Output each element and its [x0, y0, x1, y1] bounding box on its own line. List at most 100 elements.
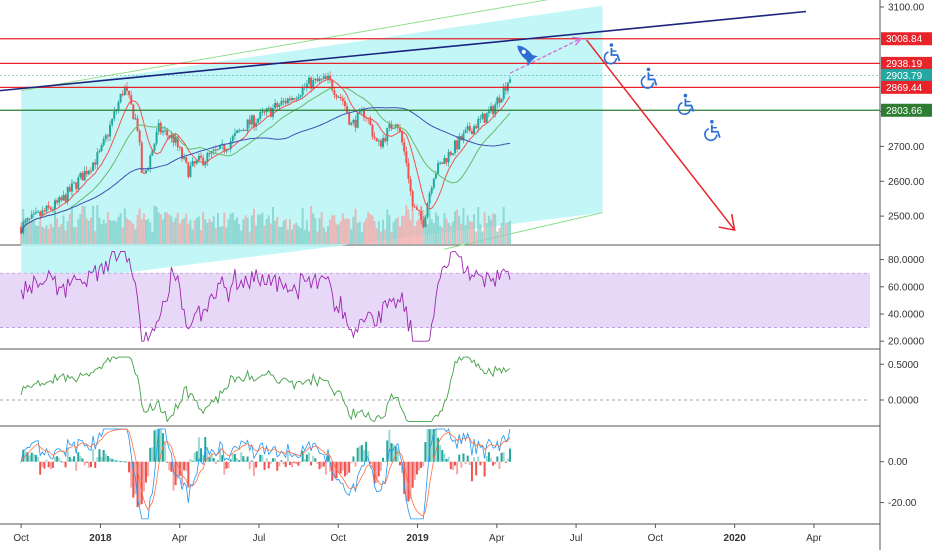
candle-body: [267, 107, 270, 109]
macd-histogram-bar: [360, 445, 363, 462]
volume-bar: [269, 223, 272, 244]
volume-bar: [324, 231, 327, 244]
volume-bar: [506, 222, 509, 244]
volume-bar: [286, 229, 289, 244]
candle-body: [172, 134, 175, 143]
candle-body: [352, 119, 355, 123]
candle-body: [189, 166, 192, 177]
volume-bar: [350, 229, 353, 244]
candle-body: [335, 94, 338, 98]
candle-body: [447, 151, 450, 163]
volume-bar: [278, 227, 281, 244]
macd-histogram-bar: [138, 461, 141, 505]
volume-bar: [394, 218, 397, 244]
macd-histogram-bar: [142, 461, 145, 492]
candle-body: [54, 200, 57, 210]
macd-histogram-bar: [28, 455, 31, 462]
volume-bar: [68, 213, 71, 244]
candle-body: [439, 162, 442, 164]
volume-bar: [149, 222, 152, 244]
volume-bar: [75, 227, 78, 244]
candle-body: [483, 113, 486, 123]
macd-histogram-bar: [130, 461, 133, 488]
candle-body: [257, 118, 260, 123]
macd-histogram-bar: [479, 461, 482, 466]
volume-bar: [96, 204, 99, 244]
candle-body: [250, 115, 253, 125]
horizontal-levels: [0, 38, 880, 111]
volume-bar: [291, 229, 294, 244]
volume-bar: [265, 218, 268, 244]
volume-bar: [365, 218, 368, 244]
candle-body: [41, 210, 44, 216]
volume-bar: [439, 225, 442, 244]
candle-body: [269, 107, 272, 117]
candle-body: [197, 155, 200, 161]
volume-bar: [346, 218, 349, 244]
macd-histogram-bar: [225, 461, 228, 469]
volume-bar: [498, 227, 501, 244]
candle-body: [422, 219, 425, 227]
volume-bar: [212, 216, 215, 244]
candle-body: [428, 193, 431, 204]
wheelchair-head: [609, 43, 614, 47]
rocket-fins: [526, 54, 538, 67]
candle-body: [496, 97, 499, 105]
macd-histogram-bar: [348, 461, 351, 473]
volume-bar: [398, 226, 401, 244]
candle-body: [297, 97, 300, 99]
volume-bar: [420, 205, 423, 244]
volume-bar: [238, 224, 241, 244]
candle-body: [47, 205, 50, 208]
candle-body: [102, 139, 105, 146]
time-tick-label: Oct: [13, 533, 29, 544]
candle-body: [413, 206, 416, 208]
macd-histogram-bar: [394, 446, 397, 462]
macd-histogram-bar: [314, 458, 317, 462]
candle-body: [142, 172, 145, 174]
macd-histogram-bar: [322, 461, 325, 467]
macd-histogram-bar: [70, 459, 73, 462]
volume-bar: [185, 213, 188, 244]
macd-histogram-bar: [172, 461, 175, 491]
moving-averages: [20, 78, 511, 234]
macd-histogram-bar: [337, 461, 340, 473]
wheelchair-wheel: [603, 51, 618, 65]
macd-histogram-bar: [85, 461, 88, 463]
macd-histogram-bar: [449, 461, 452, 470]
macd-histogram-bar: [384, 461, 387, 463]
volume-bar: [500, 223, 503, 244]
candle-body: [134, 118, 137, 120]
macd-histogram-bar: [320, 461, 323, 468]
macd-histogram-bar: [168, 461, 171, 471]
volume-bar: [428, 207, 431, 244]
volume-bar: [147, 219, 150, 244]
volume-bar: [45, 225, 48, 244]
macd-histogram-bar: [388, 429, 391, 462]
volume-bar: [284, 219, 287, 244]
target-arrow-line: [509, 37, 582, 74]
volume-bar: [426, 223, 429, 244]
macd-histogram-bar: [236, 458, 239, 462]
macd-histogram-bar: [183, 461, 186, 471]
macd-histogram-bar: [66, 447, 69, 462]
macd-histogram-bar: [437, 437, 440, 462]
macd-histogram-bar: [248, 461, 251, 470]
macd-histogram-bar: [271, 458, 274, 462]
volume-bar: [333, 215, 336, 244]
volume-bar: [119, 213, 122, 244]
volume-bar: [183, 218, 186, 244]
macd-histogram-bar: [132, 461, 135, 498]
candle-body: [233, 133, 236, 137]
macd-histogram-bar: [64, 461, 67, 468]
macd-histogram-bar: [238, 460, 241, 462]
macd-tick-label: 0.00: [888, 457, 908, 468]
candle-body: [244, 129, 247, 131]
macd-histogram-bar: [346, 461, 349, 476]
volume-bar: [98, 217, 101, 244]
candle-body: [466, 125, 469, 130]
volume-bar: [456, 209, 459, 244]
volume-bar: [32, 220, 35, 244]
macd-histogram-bar: [492, 461, 495, 466]
